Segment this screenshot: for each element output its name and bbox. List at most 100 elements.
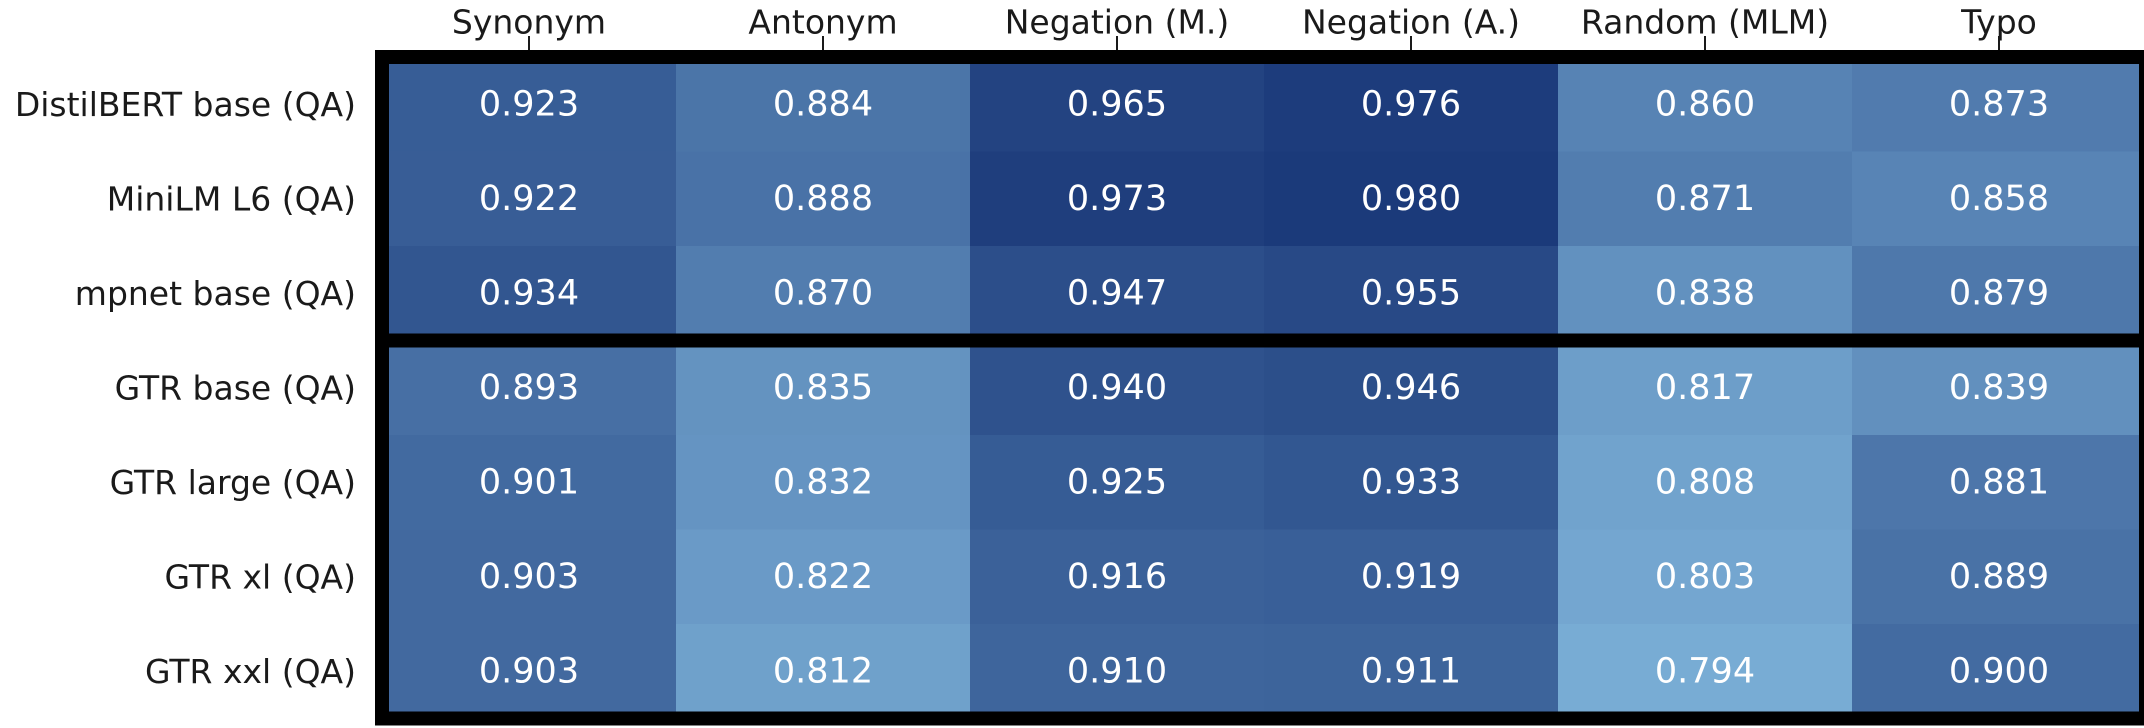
heatmap-cell xyxy=(970,246,1265,341)
heatmap-cell xyxy=(970,340,1265,436)
cell-value-label: 0.934 xyxy=(479,273,579,313)
heatmap-cell xyxy=(1264,246,1559,341)
cell-value-label: 0.922 xyxy=(479,179,579,219)
cell-value-label: 0.838 xyxy=(1655,273,1755,313)
cell-value-label: 0.803 xyxy=(1655,557,1755,597)
row-label: GTR large (QA) xyxy=(110,463,356,502)
heatmap-cell xyxy=(382,435,677,530)
row-label: mpnet base (QA) xyxy=(75,274,356,313)
cell-value-label: 0.946 xyxy=(1361,368,1461,408)
cell-value-label: 0.884 xyxy=(773,84,873,124)
heatmap-cell xyxy=(1852,529,2144,625)
cell-value-label: 0.812 xyxy=(773,651,873,691)
heatmap-cell xyxy=(1558,57,1853,152)
cell-value-label: 0.955 xyxy=(1361,273,1461,313)
cell-value-label: 0.940 xyxy=(1067,368,1167,408)
cell-value-label: 0.794 xyxy=(1655,651,1755,691)
heatmap-cell xyxy=(382,151,677,247)
row-labels: DistilBERT base (QA) MiniLM L6 (QA) mpnet … xyxy=(15,85,356,691)
cell-value-label: 0.980 xyxy=(1361,179,1461,219)
heatmap-cell xyxy=(1852,435,2144,530)
cell-value-label: 0.860 xyxy=(1655,84,1755,124)
heatmap-cell xyxy=(1558,151,1853,247)
cell-value-label: 0.916 xyxy=(1067,557,1167,597)
column-label: Typo xyxy=(1960,3,2037,42)
heatmap-cell xyxy=(970,151,1265,247)
column-label: Negation (A.) xyxy=(1302,3,1520,42)
column-label: Random (MLM) xyxy=(1581,3,1829,42)
column-ticks xyxy=(528,36,2000,50)
heatmap-cell xyxy=(1852,624,2144,719)
cell-value-label: 0.832 xyxy=(773,462,873,502)
heatmap-cell xyxy=(382,246,677,341)
heatmap-cell xyxy=(970,624,1265,719)
column-label: Antonym xyxy=(748,3,897,42)
cell-value-label: 0.888 xyxy=(773,179,873,219)
heatmap-cell xyxy=(676,529,971,625)
heatmap-cell xyxy=(1852,246,2144,341)
cell-value-label: 0.839 xyxy=(1949,368,2049,408)
cell-value-label: 0.965 xyxy=(1067,84,1167,124)
column-labels: Synonym Antonym Negation (M.) Negation (A.)… xyxy=(452,3,2037,42)
heatmap-cell xyxy=(676,340,971,436)
cell-value-label: 0.976 xyxy=(1361,84,1461,124)
group-borders xyxy=(375,50,2144,726)
heatmap-cell xyxy=(1264,435,1559,530)
cell-value-label: 0.901 xyxy=(479,462,579,502)
cell-value-label: 0.947 xyxy=(1067,273,1167,313)
row-label: DistilBERT base (QA) xyxy=(15,85,356,124)
cell-value-label: 0.879 xyxy=(1949,273,2049,313)
cell-value-label: 0.870 xyxy=(773,273,873,313)
heatmap-cell xyxy=(1852,340,2144,436)
cell-value-label: 0.808 xyxy=(1655,462,1755,502)
heatmap-cell xyxy=(1264,624,1559,719)
heatmap-cell xyxy=(970,435,1265,530)
column-label: Synonym xyxy=(452,3,606,42)
heatmap-cell xyxy=(676,435,971,530)
cell-value-label: 0.903 xyxy=(479,651,579,691)
cell-value-label: 0.822 xyxy=(773,557,873,597)
heatmap-cell xyxy=(676,57,971,152)
cell-value-label: 0.889 xyxy=(1949,557,2049,597)
cell-value-label: 0.881 xyxy=(1949,462,2049,502)
heatmap-cell xyxy=(382,340,677,436)
heatmap-cell xyxy=(1852,57,2144,152)
heatmap-cell xyxy=(970,57,1265,152)
heatmap-cell xyxy=(1264,151,1559,247)
group-border xyxy=(375,333,2144,726)
heatmap-cell xyxy=(1264,340,1559,436)
cell-value-label: 0.973 xyxy=(1067,179,1167,219)
cell-value-label: 0.893 xyxy=(479,368,579,408)
cell-value-label: 0.871 xyxy=(1655,179,1755,219)
cell-value-label: 0.903 xyxy=(479,557,579,597)
cell-value-label: 0.900 xyxy=(1949,651,2049,691)
cell-value-label: 0.858 xyxy=(1949,179,2049,219)
heatmap-cell xyxy=(1264,57,1559,152)
heatmap-cell xyxy=(970,529,1265,625)
heatmap-cell xyxy=(382,57,677,152)
cell-value-label: 0.923 xyxy=(479,84,579,124)
heatmap-cell xyxy=(382,624,677,719)
cell-value-labels: 0.923 0.884 0.965 0.976 0.860 0.873 0.922 0.888… xyxy=(479,84,2049,691)
heatmap-cell xyxy=(676,246,971,341)
row-label: MiniLM L6 (QA) xyxy=(107,179,356,218)
cell-value-label: 0.835 xyxy=(773,368,873,408)
column-label: Negation (M.) xyxy=(1005,3,1230,42)
heatmap-cell xyxy=(382,529,677,625)
cell-value-label: 0.911 xyxy=(1361,651,1461,691)
heatmap-cell xyxy=(1558,246,1853,341)
cell-value-label: 0.817 xyxy=(1655,368,1755,408)
cell-value-label: 0.933 xyxy=(1361,462,1461,502)
row-label: GTR base (QA) xyxy=(115,368,356,407)
heatmap-cell xyxy=(1558,624,1853,719)
row-label: GTR xl (QA) xyxy=(165,557,356,596)
heatmap-cells xyxy=(382,57,2144,719)
cell-value-label: 0.910 xyxy=(1067,651,1167,691)
heatmap-cell xyxy=(1264,529,1559,625)
heatmap-cell xyxy=(676,624,971,719)
heatmap-cell xyxy=(1558,529,1853,625)
row-label: GTR xxl (QA) xyxy=(145,652,356,691)
heatmap-cell xyxy=(1558,340,1853,436)
cell-value-label: 0.873 xyxy=(1949,84,2049,124)
